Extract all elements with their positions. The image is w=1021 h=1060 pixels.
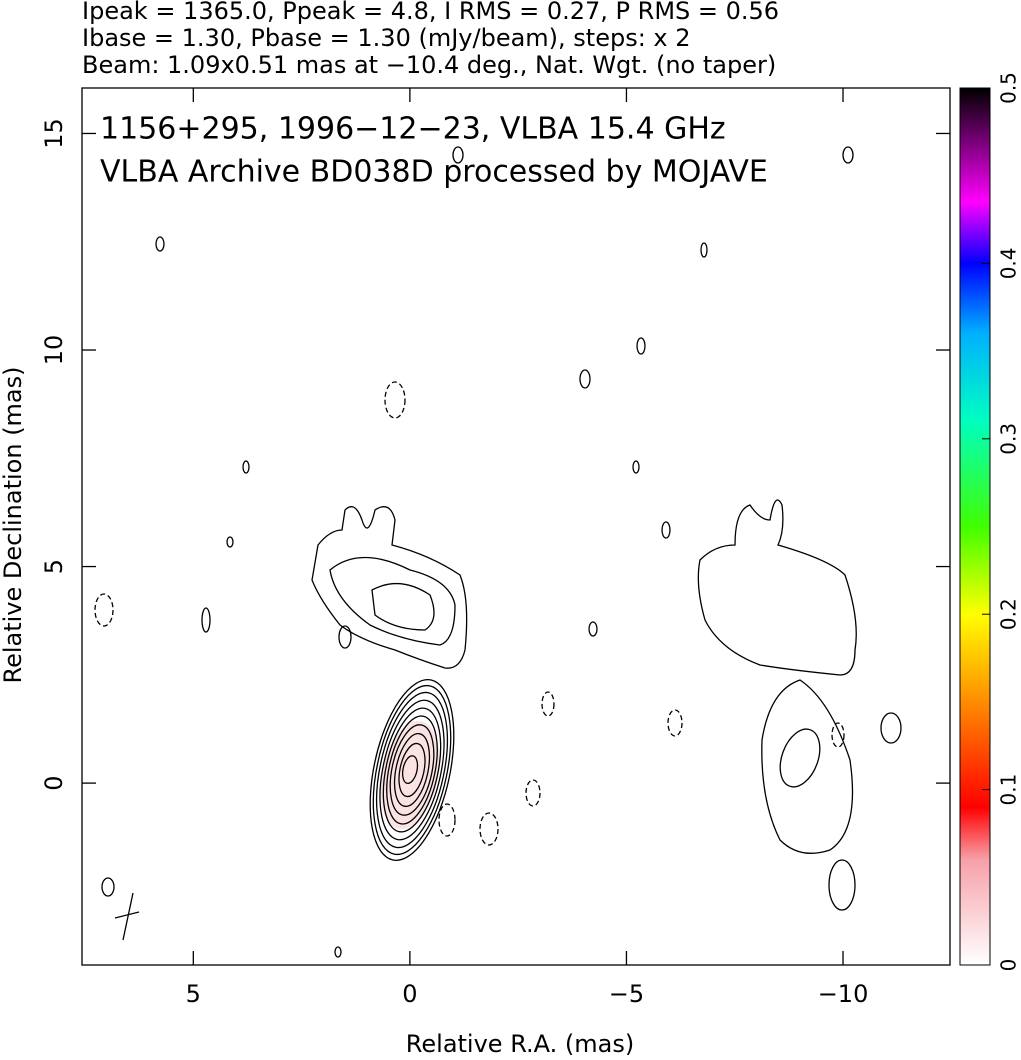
x-axis-label: Relative R.A. (mas): [406, 1030, 634, 1058]
y-axis-label: Relative Declination (mas): [0, 366, 27, 683]
x-tick-label: −5: [609, 980, 644, 1008]
y-tick-label: 10: [40, 335, 68, 366]
x-tick-label: 0: [402, 980, 417, 1008]
colorbar-tick-label: 0.4: [997, 247, 1021, 279]
contours: [94, 146, 902, 958]
y-tick-label: 15: [40, 118, 68, 149]
header-line: Ipeak = 1365.0, Ppeak = 4.8, I RMS = 0.2…: [82, 0, 779, 25]
colorbar-tick-label: 0: [997, 959, 1021, 972]
colorbar: [959, 87, 991, 966]
header-line: Beam: 1.09x0.51 mas at −10.4 deg., Nat. …: [82, 51, 776, 79]
y-tick-label: 5: [40, 559, 68, 574]
colorbar-tick-label: 0.3: [997, 423, 1021, 455]
annotation: 1156+295, 1996−12−23, VLBA 15.4 GHz: [100, 112, 726, 147]
colorbar-tick-label: 0.1: [997, 774, 1021, 806]
x-tick-label: −10: [818, 980, 869, 1008]
plot-frame: [81, 87, 951, 966]
x-tick-label: 5: [186, 980, 201, 1008]
y-tick-label: 0: [40, 775, 68, 790]
colorbar-tick-label: 0.2: [997, 598, 1021, 630]
annotation: VLBA Archive BD038D processed by MOJAVE: [100, 155, 768, 190]
header-line: Ibase = 1.30, Pbase = 1.30 (mJy/beam), s…: [82, 24, 691, 52]
colorbar-tick-label: 0.5: [997, 72, 1021, 104]
